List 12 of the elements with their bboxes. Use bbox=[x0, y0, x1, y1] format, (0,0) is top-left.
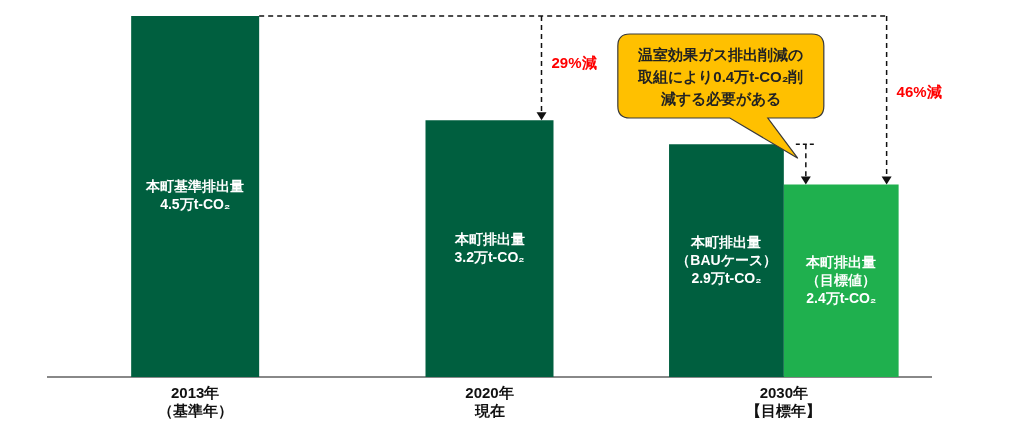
data-label: 本町排出量3.2万t-CO₂ bbox=[453, 230, 525, 265]
bar bbox=[783, 184, 899, 377]
x-tick-label: 2030年【目標年】 bbox=[746, 384, 822, 420]
annotation: 46%減 bbox=[896, 83, 942, 101]
x-tick-label: 2013年（基準年） bbox=[157, 384, 233, 420]
data-label: 本町排出量（目標値）2.4万t-CO₂ bbox=[805, 253, 877, 306]
data-label: 本町基準排出量4.5万t-CO₂ bbox=[145, 178, 245, 213]
annotation: 29%減 bbox=[551, 54, 597, 72]
x-tick-label: 2020年現在 bbox=[465, 384, 514, 420]
data-label: 本町排出量（BAUケース）2.9万t-CO₂ bbox=[676, 233, 777, 286]
bar bbox=[131, 16, 260, 377]
annotation: 温室効果ガス排出削減の取組により0.4万t-CO₂削減する必要がある bbox=[637, 45, 804, 108]
